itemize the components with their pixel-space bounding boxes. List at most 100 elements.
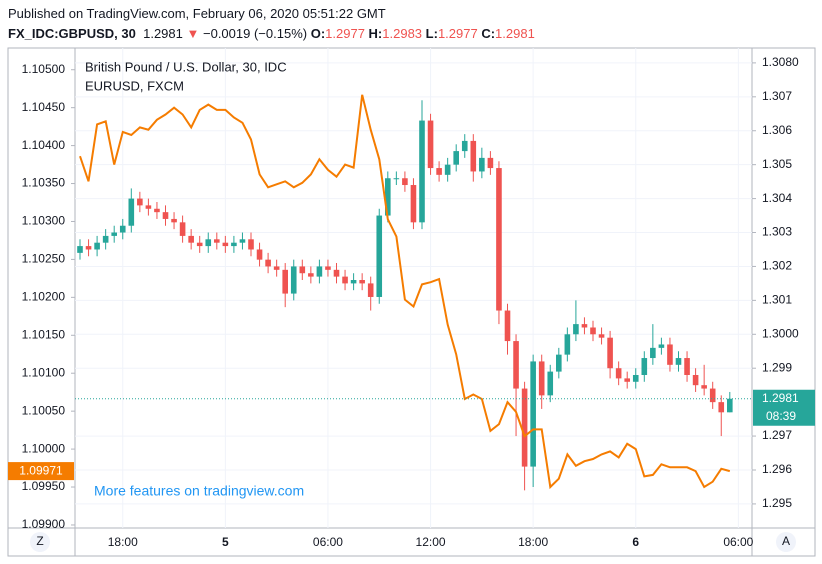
candle-body <box>393 178 400 180</box>
left-tick-label: 1.10050 <box>22 403 66 417</box>
countdown-label: 08:39 <box>766 409 796 423</box>
candle-body <box>145 205 152 209</box>
candle-body <box>461 140 468 152</box>
candle-body <box>479 157 485 172</box>
candle-body <box>402 178 408 186</box>
candle-body <box>573 324 579 335</box>
symbol: FX_IDC:GBPUSD, 30 <box>8 26 136 41</box>
candle-body <box>701 385 707 389</box>
candle-body <box>615 368 622 379</box>
chart-title: British Pound / U.S. Dollar, 30, IDC <box>85 59 287 74</box>
ohlc-value: 1.2981 <box>495 26 535 41</box>
ohlc-label: L: <box>425 26 438 41</box>
right-tick-label: 1.296 <box>762 462 792 476</box>
candle-body <box>727 398 733 413</box>
candle-body <box>581 324 588 328</box>
candle-body <box>214 239 220 243</box>
candle-body <box>556 354 562 372</box>
right-tick-label: 1.307 <box>762 89 792 103</box>
candle-body <box>205 239 212 247</box>
button-label[interactable]: A <box>782 534 790 548</box>
candle-body <box>137 198 143 206</box>
candle-body <box>77 246 83 253</box>
button[interactable] <box>776 532 796 552</box>
candle-body <box>273 266 280 270</box>
candle-body <box>718 402 725 413</box>
candle-body <box>376 215 383 297</box>
candle-body <box>239 239 246 243</box>
left-tick-label: 1.09950 <box>22 479 66 493</box>
candle-body <box>128 198 135 226</box>
candle-body <box>590 327 596 335</box>
candle-body <box>333 269 340 277</box>
candle-body <box>444 164 451 175</box>
candle-body <box>350 280 357 284</box>
right-tick-label: 1.297 <box>762 428 792 442</box>
button-label[interactable]: Z <box>36 534 43 548</box>
candle-body <box>521 388 528 467</box>
candle-body <box>436 168 442 175</box>
left-tick-label: 1.10300 <box>22 214 66 228</box>
candle-body <box>85 246 92 250</box>
candle-body <box>162 212 169 219</box>
left-tick-label: 1.10000 <box>22 441 66 455</box>
candle-body <box>624 378 630 382</box>
candle-body <box>564 334 571 355</box>
candle-body <box>513 341 519 389</box>
candle-body <box>667 344 673 365</box>
candle-body <box>282 269 288 294</box>
chart-frame <box>7 47 816 557</box>
x-tick-label: 6 <box>632 535 639 549</box>
candle-body <box>453 151 459 165</box>
x-tick-label: 06:00 <box>313 535 343 549</box>
watermark[interactable]: More features on tradingview.com <box>94 483 304 499</box>
legend-entry: EURUSD, FXCM <box>85 78 184 93</box>
left-tick-label: 1.09900 <box>22 517 66 531</box>
last-price: 1.2981 <box>143 26 183 41</box>
candle-body <box>342 276 348 284</box>
left-tick-label: 1.10200 <box>22 290 66 304</box>
candle-body <box>675 358 682 365</box>
candle-body <box>308 273 314 277</box>
last-price-box <box>753 389 815 426</box>
left-tick-label: 1.10450 <box>22 100 66 114</box>
candle-body <box>650 347 656 359</box>
candle-body <box>692 374 699 386</box>
candle-body <box>171 218 177 223</box>
right-tick-label: 1.306 <box>762 123 792 137</box>
grid <box>75 48 752 528</box>
candle-body <box>427 120 434 169</box>
left-tick-label: 1.10400 <box>22 138 66 152</box>
ohlc-label: O: <box>310 26 326 41</box>
right-tick-label: 1.295 <box>762 496 792 510</box>
x-tick-label: 5 <box>222 535 229 549</box>
left-tick-label: 1.10100 <box>22 365 66 379</box>
candle-body <box>196 242 203 247</box>
candle-body <box>102 235 109 243</box>
down-arrow: ▼ <box>186 26 200 41</box>
right-tick-label: 1.3080 <box>762 55 799 69</box>
candle-body <box>222 242 229 247</box>
x-tick-label: 18:00 <box>108 535 138 549</box>
candle-body <box>496 168 502 311</box>
candle-body <box>154 208 160 213</box>
right-tick-label: 1.301 <box>762 293 792 307</box>
header: Published on TradingView.com, February 0… <box>8 4 535 44</box>
candle-body <box>316 266 323 277</box>
last-value-label: 1.09971 <box>19 463 63 477</box>
plot <box>75 94 752 491</box>
candle-body <box>248 239 254 250</box>
last-value-box <box>8 462 74 481</box>
candle-body <box>325 266 331 270</box>
candle-body <box>290 266 297 294</box>
candle-body <box>111 232 117 236</box>
candle-body <box>598 334 605 338</box>
ohlc-value: 1.2977 <box>325 26 365 41</box>
candle-body <box>487 157 494 169</box>
ohlc-value: 1.2977 <box>437 26 478 41</box>
button[interactable] <box>30 532 50 552</box>
candle-body <box>641 358 648 375</box>
candle-body <box>367 283 374 297</box>
line-series <box>79 94 731 490</box>
